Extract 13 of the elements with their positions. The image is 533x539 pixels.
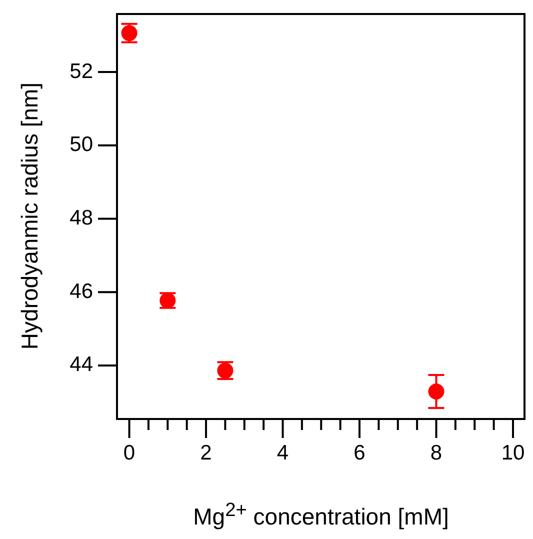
x-tick-label: 8 (430, 441, 442, 464)
y-tick-label: 44 (70, 353, 94, 376)
x-tick-label: 10 (501, 441, 525, 464)
y-axis-title: Hydrodyanmic radius [nm] (16, 82, 44, 350)
y-tick-label: 46 (70, 280, 93, 303)
y-tick-label: 52 (70, 60, 93, 83)
x-tick-label: 4 (276, 441, 289, 464)
y-tick-label: 48 (70, 206, 93, 230)
x-tick-label: 0 (123, 441, 136, 464)
x-tick-label: 6 (354, 441, 366, 464)
x-tick-label: 2 (200, 441, 212, 464)
x-axis-title: Mg$^{2+}$ concentration [mM] (192, 500, 450, 531)
y-tick-label: 50 (70, 133, 93, 156)
